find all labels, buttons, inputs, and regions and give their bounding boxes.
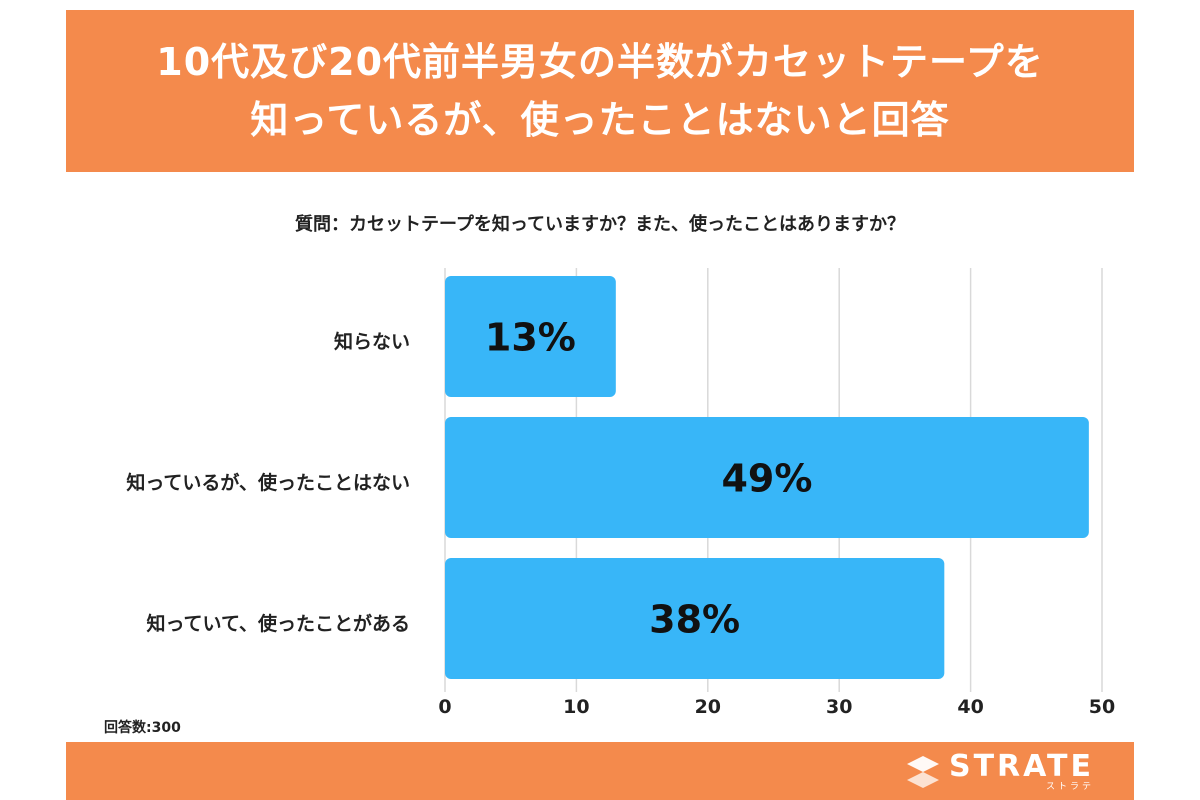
x-tick-label-3: 30	[826, 696, 852, 718]
category-label-1: 知っているが、使ったことはない	[126, 472, 410, 494]
strate-s-logo-icon	[905, 754, 941, 790]
title-banner: 10代及び20代前半男女の半数がカセットテープを 知っているが、使ったことはない…	[66, 10, 1134, 172]
bar-value-label-2: 38%	[649, 598, 740, 642]
respondent-count: 回答数:300	[104, 720, 181, 736]
survey-question: 質問：カセットテープを知っていますか？また、使ったことはありますか？	[294, 214, 906, 235]
brand-logo: STRATE ストラテ	[905, 752, 1094, 792]
footer-banner: STRATE ストラテ	[66, 742, 1134, 800]
x-tick-label-1: 10	[563, 696, 589, 718]
bar-value-label-1: 49%	[721, 457, 812, 501]
x-tick-label-4: 40	[957, 696, 983, 718]
bar-value-label-0: 13%	[485, 316, 576, 360]
brand-kana: ストラテ	[1045, 782, 1094, 792]
x-tick-label-5: 50	[1089, 696, 1115, 718]
bar-0	[445, 276, 616, 397]
x-tick-label-2: 20	[695, 696, 721, 718]
x-tick-label-0: 0	[438, 696, 451, 718]
brand-name: STRATE	[948, 749, 1094, 784]
category-label-0: 知らない	[333, 331, 410, 353]
chart-title-line-2: 知っているが、使ったことはないと回答	[250, 98, 950, 142]
bar-1	[445, 417, 1089, 538]
bar-2	[445, 558, 945, 679]
chart-title-line-1: 10代及び20代前半男女の半数がカセットテープを	[156, 40, 1044, 84]
category-label-2: 知っていて、使ったことがある	[146, 613, 410, 635]
